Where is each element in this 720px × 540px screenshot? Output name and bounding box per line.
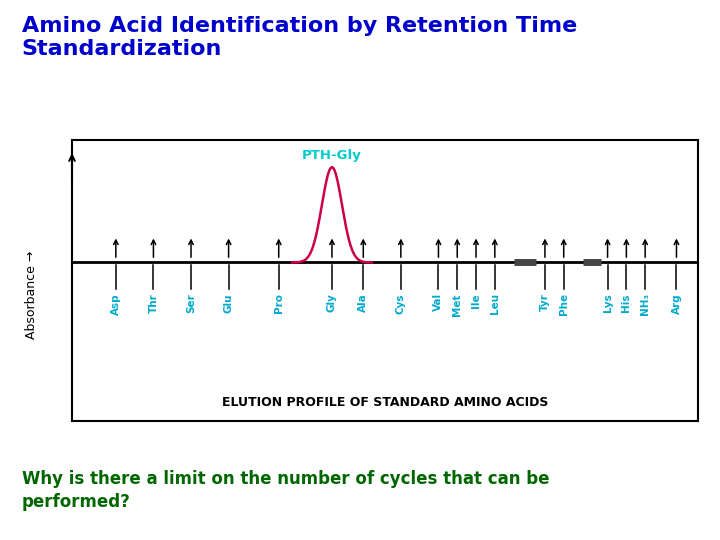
Text: Asp: Asp [111, 293, 121, 315]
Text: Glu: Glu [224, 293, 233, 313]
Text: Cys: Cys [396, 293, 406, 314]
Text: Arg: Arg [672, 293, 681, 314]
Text: Pro: Pro [274, 293, 284, 313]
Text: PTH-Gly: PTH-Gly [302, 150, 362, 163]
Text: His: His [621, 293, 631, 312]
Text: Met: Met [452, 293, 462, 315]
Text: Ala: Ala [359, 293, 368, 312]
Text: Ser: Ser [186, 293, 196, 313]
Text: NH₃: NH₃ [640, 293, 650, 315]
Text: Amino Acid Identification by Retention Time
Standardization: Amino Acid Identification by Retention T… [22, 16, 577, 59]
Text: Leu: Leu [490, 293, 500, 314]
Text: Thr: Thr [148, 293, 158, 313]
Text: Val: Val [433, 293, 444, 311]
Text: Lys: Lys [603, 293, 613, 312]
Text: Phe: Phe [559, 293, 569, 315]
Text: Ile: Ile [471, 293, 481, 308]
Text: ELUTION PROFILE OF STANDARD AMINO ACIDS: ELUTION PROFILE OF STANDARD AMINO ACIDS [222, 396, 549, 409]
Text: Why is there a limit on the number of cycles that can be
performed?: Why is there a limit on the number of cy… [22, 470, 549, 511]
Text: Tyr: Tyr [540, 293, 550, 311]
Text: Gly: Gly [327, 293, 337, 312]
Text: Absorbance →: Absorbance → [24, 251, 37, 339]
